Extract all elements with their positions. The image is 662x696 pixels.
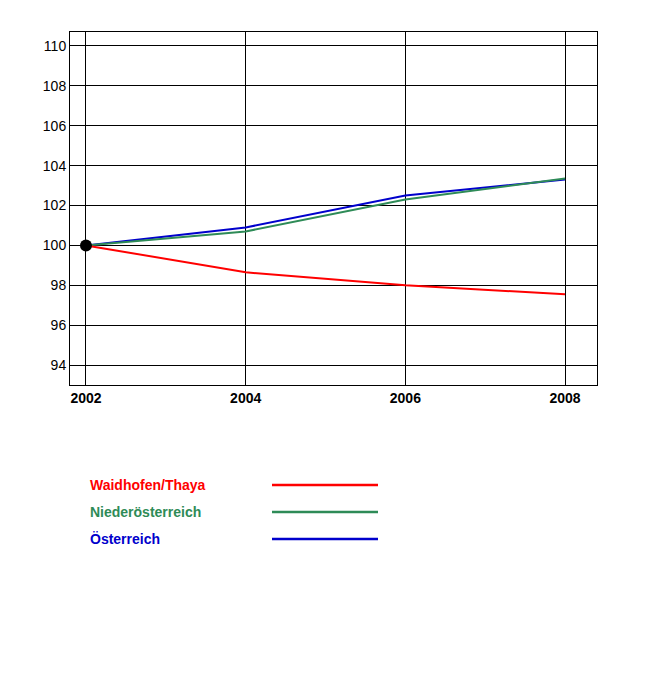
svg-text:Österreich: Österreich [90,531,160,547]
svg-text:96: 96 [51,317,67,333]
svg-text:Niederösterreich: Niederösterreich [90,504,201,520]
svg-text:106: 106 [43,118,67,134]
svg-text:2004: 2004 [230,390,261,406]
svg-text:2002: 2002 [70,390,101,406]
svg-text:102: 102 [43,197,67,213]
svg-text:100: 100 [43,237,67,253]
svg-text:2006: 2006 [390,390,421,406]
svg-text:98: 98 [51,277,67,293]
svg-text:108: 108 [43,78,67,94]
svg-text:Waidhofen/Thaya: Waidhofen/Thaya [90,477,206,493]
svg-text:104: 104 [43,158,67,174]
svg-text:2008: 2008 [549,390,580,406]
svg-text:94: 94 [51,357,67,373]
svg-text:110: 110 [44,38,67,54]
